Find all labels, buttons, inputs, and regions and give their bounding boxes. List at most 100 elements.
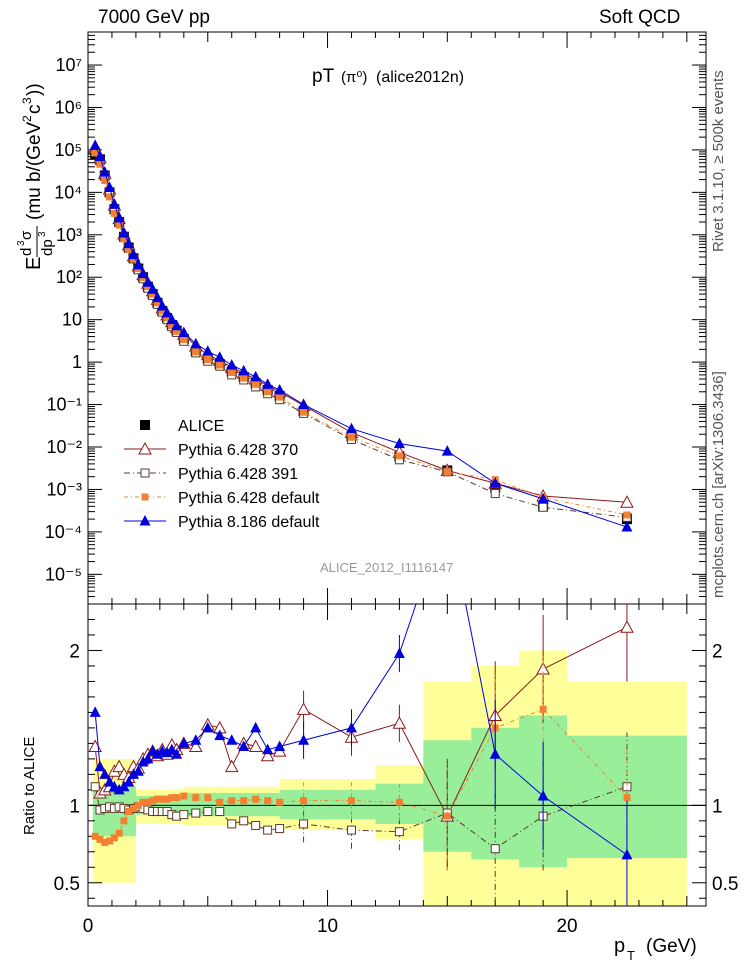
- y-tick-label: 10⁻²: [46, 437, 82, 457]
- legend-label-pythia-8-186-default: Pythia 8.186 default: [178, 514, 320, 531]
- pythia-8-186-default-point: [108, 198, 120, 209]
- pythia-8-186-default-ratio-point: [442, 505, 453, 515]
- pythia-8-186-default-point: [123, 237, 135, 249]
- pythia-6-428-370-ratio-point: [112, 759, 126, 773]
- pythia-6-428-391-ratio-point: [346, 825, 356, 835]
- ratio-y-tick-label-right: 2: [712, 641, 723, 662]
- svg-text:2: 2: [20, 115, 34, 122]
- y-tick-label: 10³: [56, 225, 82, 245]
- pythia-8-186-default-point: [99, 166, 111, 177]
- ratio-y-tick-label-left: 2: [69, 641, 80, 662]
- pythia-6-428-default-point: [168, 321, 176, 329]
- pythia-8-186-default-point: [214, 351, 226, 362]
- pythia-6-428-default-point: [623, 511, 631, 519]
- pythia-6-428-391-ratio-point: [191, 808, 201, 818]
- pythia-8-186-default-point: [298, 398, 310, 410]
- pythia-8-186-default-point: [171, 319, 183, 331]
- pythia-8-186-default-point: [161, 306, 173, 318]
- pythia-6-428-default-ratio-point: [216, 798, 224, 806]
- plot-title-ref: (alice2012n): [376, 69, 464, 86]
- pythia-6-428-391-ratio-point: [215, 807, 225, 817]
- pythia-8-186-default-ratio-point: [94, 760, 106, 772]
- pythia-6-428-default-point: [252, 380, 260, 388]
- pythia-6-428-391-ratio-point: [275, 824, 285, 834]
- svg-text:T: T: [627, 948, 635, 963]
- legend-label-pythia-6-428-391: Pythia 6.428 391: [178, 466, 298, 483]
- pythia-6-428-370-ratio-point: [248, 739, 263, 752]
- pythia-6-428-391-ratio-point: [299, 819, 309, 829]
- pythia-6-428-default-point: [240, 374, 248, 382]
- pythia-8-186-default-ratio-point: [298, 734, 310, 745]
- pythia-8-186-default-point: [345, 422, 357, 434]
- x-tick-label: 10: [317, 916, 338, 937]
- legend: ALICE Pythia 6.428 370 Pythia 6.428 391 Pyt…: [124, 418, 320, 531]
- pythia-8-186-default-point: [89, 139, 101, 150]
- pythia-8-186-default-ratio-point: [345, 721, 357, 733]
- y-tick-label: 10⁻¹: [46, 395, 82, 415]
- ratio-y-tick-label-left: 0.5: [54, 874, 80, 895]
- pythia-6-428-default-ratio-point: [149, 797, 157, 805]
- pythia-6-428-370-ratio-point: [224, 759, 239, 773]
- y-tick-label: 10⁻⁵: [45, 564, 82, 584]
- pythia-8-186-default-point: [238, 364, 250, 376]
- pythia-6-428-default-point: [216, 361, 224, 369]
- pythia-6-428-default-point: [180, 336, 188, 344]
- svg-text:p: p: [614, 935, 625, 957]
- pythia-8-186-default-ratio-point: [274, 740, 286, 751]
- pythia-6-428-default-ratio-point: [173, 794, 181, 802]
- pythia-8-186-default-point: [166, 313, 178, 325]
- uncertainty-bands: [92, 650, 687, 906]
- pythia-6-428-default-ratio-point: [180, 792, 188, 800]
- pythia-6-428-default-point: [106, 193, 114, 201]
- pythia-8-186-default-point: [137, 267, 149, 279]
- analysis-watermark: ALICE_2012_I1116147: [320, 560, 453, 575]
- svg-text:c: c: [24, 105, 45, 115]
- legend-marker-pythia-6-428-default: [141, 493, 149, 501]
- y-tick-label: 10²: [56, 267, 82, 287]
- pythia-6-428-default-point: [276, 393, 284, 401]
- pythia-8-186-default-ratio-point: [142, 752, 154, 764]
- pythia-8-186-default-point: [226, 359, 238, 370]
- pythia-6-428-default-ratio-point: [163, 795, 171, 803]
- pythia-6-428-default-point: [173, 327, 181, 335]
- svg-text:d: d: [18, 248, 35, 256]
- svg-text:dp: dp: [39, 239, 56, 256]
- pythia-8-186-default-point: [118, 227, 130, 238]
- pythia-6-428-default-ratio-point: [134, 801, 142, 809]
- pythia-6-428-default-point: [96, 160, 104, 168]
- energy-label: 7000 GeV pp: [98, 7, 210, 28]
- pythia-8-186-default-point: [156, 300, 168, 311]
- pythia-6-428-default-point: [347, 433, 355, 441]
- pythia-6-428-default-ratio-point: [168, 794, 176, 802]
- legend-marker-pythia-6-428-370: [138, 441, 152, 455]
- pythia-8-186-default-point: [147, 283, 159, 294]
- pythia-6-428-default-point: [120, 235, 128, 243]
- pythia-8-186-default-ratio-point: [226, 734, 238, 745]
- pythia-8-186-default-ratio-point: [190, 734, 202, 745]
- pythia-8-186-default-ratio-point: [166, 743, 178, 755]
- pythia-6-428-391-ratio-point: [90, 782, 100, 792]
- pythia-8-186-default-ratio-point: [132, 765, 144, 776]
- y-tick-label: 10: [62, 310, 82, 330]
- ratio-ylabel: Ratio to ALICE: [21, 737, 38, 835]
- svg-text:3: 3: [37, 231, 48, 237]
- pythia-6-428-370-ratio-point: [188, 739, 203, 752]
- pythia-8-186-default-point: [128, 248, 140, 260]
- pythia-6-428-391-ratio-point: [263, 825, 273, 835]
- pythia-8-186-default-ratio-point: [537, 790, 549, 801]
- svg-text:σ: σ: [18, 230, 35, 240]
- plot-title-main: pT: [312, 66, 335, 87]
- pythia-6-428-391-point: [490, 489, 500, 499]
- pythia-6-428-default-ratio-point: [443, 812, 451, 820]
- y-tick-label: 10⁶: [55, 97, 82, 117]
- pythia-8-186-default-ratio-point: [161, 746, 173, 758]
- pythia-6-428-default-ratio-point: [264, 797, 272, 805]
- ratio-y-tick-label-left: 1: [69, 796, 80, 817]
- pythia-8-186-default-point: [178, 326, 190, 337]
- pythia-6-428-370-ratio-point: [620, 620, 634, 633]
- y-tick-label: 10⁻⁴: [45, 522, 82, 542]
- pythia-8-186-default-ratio-point: [262, 743, 274, 755]
- pythia-8-186-default-point: [94, 150, 106, 161]
- pythia-6-428-default-ratio-point: [96, 835, 104, 843]
- y-tick-label: 10⁵: [55, 140, 82, 160]
